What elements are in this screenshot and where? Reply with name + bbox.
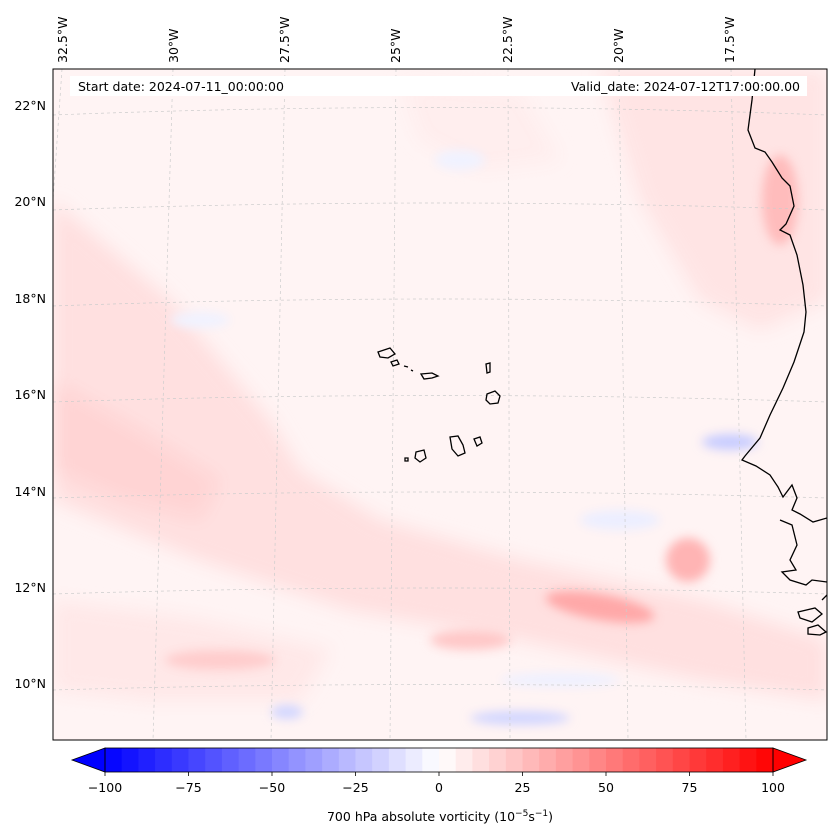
colorbar-cell [338,748,357,772]
colorbar-cell [188,748,206,772]
colorbar-cell [105,748,123,772]
colorbar-cell [606,748,624,772]
colorbar-cell [689,748,707,772]
colorbar-cell [739,748,757,772]
colorbar-cell [589,748,607,772]
valid-date-text: Valid_date: 2024-07-12T17:00:00.00 [571,79,800,94]
start-date-text: Start date: 2024-07-11_00:00:00 [78,79,284,94]
colorbar-cell [238,748,256,772]
colorbar-cells [105,748,774,772]
colorbar-tick-label: 25 [515,780,531,795]
colorbar-cell [422,748,440,772]
lon-label-27-5w: 27.5°W [277,17,292,63]
lat-label-16n: 16°N [14,387,46,402]
colorbar-label-exp1: −5 [515,809,528,819]
colorbar-cell [372,748,390,772]
colorbar-cell [455,748,473,772]
vorticity-positive-patches [53,70,827,700]
lat-label-20n: 20°N [14,194,46,209]
colorbar-cell [155,748,173,772]
map-frame [52,68,828,741]
colorbar-cell [539,748,557,772]
lat-label-10n: 10°N [14,676,46,691]
colorbar-cell [472,748,490,772]
colorbar-tick-label: −50 [259,780,285,795]
colorbar-cell [639,748,657,772]
lon-label-20w: 20°W [611,28,626,63]
cape-verde-islands [377,347,501,463]
colorbar-cell [305,748,323,772]
colorbar-label-exp2: −1 [535,809,548,819]
colorbar-cell [138,748,156,772]
colorbar-label-mid: s [528,809,535,824]
colorbar-cell [672,748,691,772]
colorbar-cell [706,748,724,772]
colorbar-cell [388,748,407,772]
lon-label-32-5w: 32.5°W [55,17,70,63]
colorbar-extend-max [772,747,808,773]
colorbar-cell [272,748,290,772]
lon-label-17-5w: 17.5°W [722,17,737,63]
colorbar-label-end: ) [548,809,553,824]
colorbar-cell [522,748,540,772]
vorticity-negative-patches [170,150,758,725]
colorbar-cell [572,748,590,772]
colorbar-label: 700 hPa absolute vorticity (10−5s−1) [327,809,553,824]
date-header-background [70,76,807,96]
colorbar-cell [505,748,524,772]
colorbar-cell [121,748,139,772]
lon-label-22-5w: 22.5°W [500,17,515,63]
vorticity-strong-positive [165,155,798,670]
africa-coastline [740,69,827,636]
colorbar-tick-label: 0 [435,780,443,795]
lat-label-18n: 18°N [14,291,46,306]
colorbar-cell [489,748,507,772]
colorbar-cell [171,748,190,772]
colorbar-tick-label: 75 [682,780,698,795]
colorbar-cell [405,748,423,772]
lat-label-14n: 14°N [14,484,46,499]
colorbar-cell [205,748,223,772]
latitude-labels: 22°N 20°N 18°N 16°N 14°N 12°N 10°N [14,98,46,691]
colorbar-cell [622,748,640,772]
colorbar-cell [288,748,306,772]
colorbar-ticks: −100 −75 −50 −25 0 25 50 75 100 [88,772,785,795]
colorbar-cell [555,748,574,772]
lon-label-30w: 30°W [166,28,181,63]
colorbar-cell [656,748,674,772]
colorbar-tick-label: 50 [598,780,614,795]
colorbar-tick-label: −25 [342,780,368,795]
colorbar-tick-label: −100 [88,780,122,795]
colorbar-cell [322,748,340,772]
lat-label-12n: 12°N [14,580,46,595]
graticule [53,69,827,740]
colorbar-tick-label: −75 [175,780,201,795]
colorbar-extend-min [70,747,106,773]
colorbar-cell [722,748,741,772]
colorbar-cell [756,748,774,772]
colorbar-cell [355,748,373,772]
colorbar-cell [221,748,240,772]
lat-label-22n: 22°N [14,98,46,113]
longitude-labels: 32.5°W 30°W 27.5°W 25°W 22.5°W 20°W 17.5… [55,17,737,63]
colorbar-cell [255,748,273,772]
colorbar-cell [439,748,457,772]
lon-label-25w: 25°W [388,28,403,63]
colorbar-label-main: 700 hPa absolute vorticity (10 [327,809,515,824]
colorbar: −100 −75 −50 −25 0 25 50 75 100 700 hPa absolute… [70,747,808,824]
colorbar-tick-label: 100 [761,780,785,795]
map-panel[interactable] [53,69,827,740]
